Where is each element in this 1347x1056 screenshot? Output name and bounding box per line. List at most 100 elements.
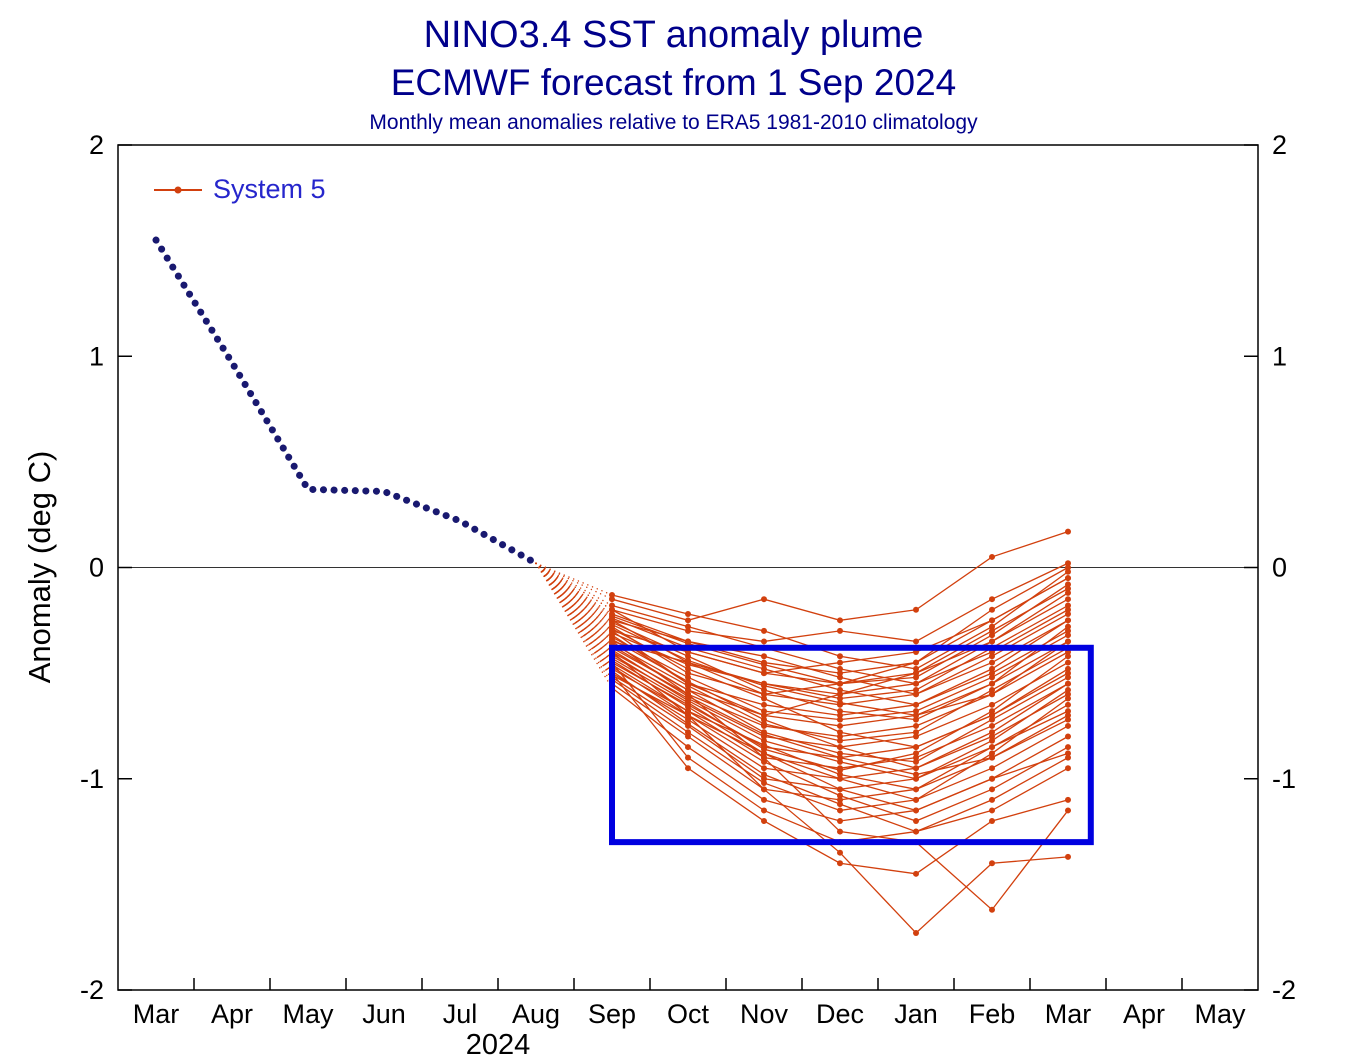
ensemble-marker — [609, 591, 615, 598]
ensemble-marker — [685, 720, 691, 727]
ensemble-marker — [913, 670, 919, 677]
ensemble-marker — [761, 746, 767, 753]
ensemble-marker — [989, 807, 995, 814]
ensemble-marker — [1065, 632, 1071, 639]
ensemble-marker — [761, 750, 767, 757]
highlight-box — [609, 644, 1094, 846]
y-tick-label: 0 — [1272, 553, 1287, 583]
ensemble-marker — [1065, 754, 1071, 761]
ensemble-marker — [989, 627, 995, 634]
ensemble-markers — [609, 528, 1071, 936]
legend: System 5 — [152, 174, 326, 205]
ensemble-marker — [837, 691, 843, 698]
ensemble-marker — [685, 623, 691, 630]
title-block: NINO3.4 SST anomaly plume ECMWF forecast… — [0, 12, 1347, 136]
ensemble-marker — [609, 602, 615, 609]
ensemble-marker — [761, 741, 767, 748]
ensemble-marker — [1065, 665, 1071, 672]
ensemble-marker — [837, 733, 843, 740]
ensemble-marker — [1065, 602, 1071, 609]
ensemble-marker — [609, 613, 615, 620]
ensemble-marker — [913, 708, 919, 715]
ensemble-marker — [761, 596, 767, 603]
ensemble-marker — [989, 722, 995, 729]
ensemble-marker — [837, 758, 843, 765]
ensemble-marker — [685, 670, 691, 677]
observed-line — [152, 236, 540, 567]
ensemble-marker — [989, 687, 995, 694]
x-year-label: 2024 — [466, 1029, 531, 1056]
y-tick-label: 1 — [1272, 341, 1287, 371]
ensemble-marker — [837, 818, 843, 824]
ensemble-marker — [1065, 610, 1071, 617]
ensemble-marker — [913, 786, 919, 793]
ensemble-marker — [609, 606, 615, 613]
ensemble-marker — [913, 722, 919, 729]
ensemble-marker — [913, 674, 919, 681]
y-tick-label: -2 — [1272, 975, 1296, 1005]
ensemble-marker — [913, 729, 919, 736]
ensemble-marker — [913, 638, 919, 645]
ensemble-marker — [1065, 716, 1071, 723]
ensemble-marker — [837, 849, 843, 856]
x-tick-label: Apr — [1123, 999, 1165, 1029]
chart-caption: Monthly mean anomalies relative to ERA5 … — [369, 110, 978, 134]
ensemble-marker — [989, 659, 995, 666]
ensemble-marker — [913, 716, 919, 723]
ensemble-marker — [989, 729, 995, 736]
ensemble-marker — [913, 687, 919, 694]
ensemble-marker — [913, 758, 919, 765]
ensemble-marker — [837, 792, 843, 799]
ensemble-marker — [761, 731, 767, 738]
x-tick-label: Jan — [894, 999, 938, 1029]
ensemble-marker — [837, 801, 843, 808]
ensemble-marker — [609, 625, 615, 632]
ensemble-marker — [1065, 695, 1071, 702]
ensemble-marker — [989, 680, 995, 687]
ensemble-marker — [1065, 680, 1071, 687]
y-tick-label: -1 — [1272, 764, 1296, 794]
ensemble-marker — [1065, 796, 1071, 803]
ensemble-marker — [837, 674, 843, 681]
ensemble-marker — [989, 691, 995, 698]
ensemble-marker — [837, 670, 843, 677]
ensemble-marker — [609, 621, 615, 628]
ensemble-marker — [761, 796, 767, 803]
ensemble-marker — [989, 860, 995, 867]
ensemble-marker — [685, 665, 691, 672]
ensemble-marker — [989, 765, 995, 772]
ensemble-marker — [1065, 560, 1071, 567]
ensemble-marker — [989, 701, 995, 708]
ensemble-marker — [989, 638, 995, 645]
ensemble-marker — [913, 744, 919, 751]
ensemble-marker — [989, 733, 995, 740]
ensemble-marker — [989, 553, 995, 560]
ensemble-marker — [989, 708, 995, 715]
ensemble-marker — [1065, 744, 1071, 751]
ensemble-marker — [1065, 575, 1071, 582]
ensemble-marker — [1065, 733, 1071, 740]
y-tick-label: 1 — [89, 341, 104, 371]
ensemble-marker — [1065, 581, 1071, 588]
x-tick-label: May — [282, 999, 334, 1029]
ensemble-marker — [837, 722, 843, 729]
x-tick-label: Jun — [362, 999, 406, 1029]
ensemble-marker — [761, 665, 767, 672]
ensemble-marker — [1065, 691, 1071, 698]
x-tick-label: Apr — [211, 999, 253, 1029]
ensemble-marker — [685, 687, 691, 694]
ensemble-marker — [1065, 606, 1071, 613]
ensemble-marker — [837, 771, 843, 778]
ensemble-marker — [761, 775, 767, 782]
ensemble-marker — [1065, 585, 1071, 592]
ensemble-marker — [1065, 638, 1071, 645]
y-tick-label: 0 — [89, 553, 104, 583]
ensemble-marker — [837, 767, 843, 774]
ensemble-marker — [761, 627, 767, 634]
ensemble-marker — [761, 670, 767, 677]
ensemble-marker — [837, 712, 843, 719]
ensemble-marker — [685, 765, 691, 772]
ensemble-marker — [761, 687, 767, 694]
x-tick-label: Mar — [133, 999, 180, 1029]
